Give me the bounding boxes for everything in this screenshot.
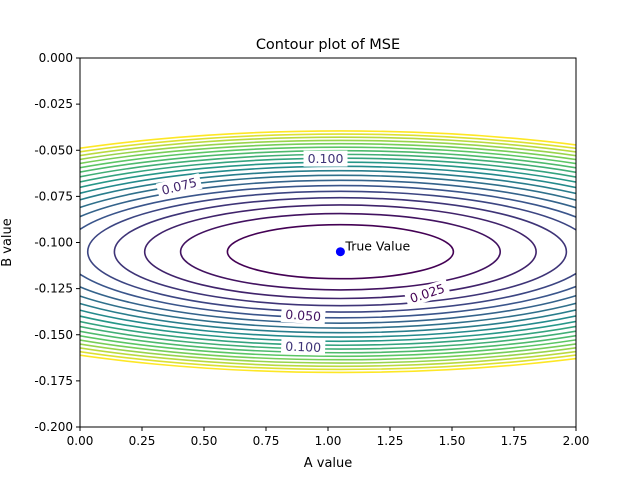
x-axis: 0.00 0.25 0.50 0.75 1.00 1.25 1.50 1.75 2.00 (67, 427, 590, 448)
x-tick-label: 2.00 (563, 434, 590, 448)
y-tick-label: -0.150 (34, 328, 73, 342)
contour-line (80, 184, 576, 319)
x-axis-label: A value (304, 456, 353, 471)
chart-title: Contour plot of MSE (256, 37, 400, 53)
y-tick-label: -0.200 (34, 420, 73, 434)
contour-line (80, 142, 576, 361)
y-tick-label: -0.100 (34, 236, 73, 250)
y-tick-label: -0.175 (34, 374, 73, 388)
contour-line (226, 223, 455, 280)
true-value-marker: True Value (335, 239, 411, 257)
contour-label-background (403, 278, 451, 308)
x-tick-label: 0.25 (129, 434, 156, 448)
contour-line (80, 139, 576, 364)
x-tick-label: 0.00 (67, 434, 94, 448)
y-tick-label: 0.000 (39, 51, 73, 65)
x-tick-label: 1.50 (439, 434, 466, 448)
contour-label: 0.050 (285, 307, 322, 324)
contour-label-background (280, 337, 326, 356)
y-tick-label: -0.050 (34, 143, 73, 157)
contour-line (179, 212, 502, 291)
contour-line (143, 204, 537, 300)
contour-line (80, 133, 576, 371)
contour-label-background (155, 173, 203, 200)
y-tick-label: -0.075 (34, 189, 73, 203)
contour-line (113, 196, 568, 307)
contour-label: 0.100 (308, 151, 344, 166)
contour-line (80, 169, 576, 334)
true-value-point (335, 247, 345, 257)
x-tick-label: 0.50 (191, 434, 218, 448)
contour-line (80, 136, 576, 368)
contour-line (80, 174, 576, 329)
x-tick-label: 1.00 (315, 434, 342, 448)
contour-line (80, 179, 576, 324)
contour-label-background (280, 305, 326, 325)
x-tick-label: 1.75 (501, 434, 528, 448)
y-axis: 0.000 -0.025 -0.050 -0.075 -0.100 -0.125 -0.15… (34, 51, 80, 434)
contour-label: 0.100 (285, 339, 321, 355)
y-tick-label: -0.125 (34, 282, 73, 296)
y-axis-label: B value (0, 218, 15, 267)
contour-line (80, 130, 576, 374)
contour-label-background (303, 150, 348, 167)
y-tick-label: -0.025 (34, 97, 73, 111)
contour-line (80, 146, 576, 358)
true-value-label: True Value (344, 239, 410, 254)
x-tick-label: 1.25 (377, 434, 404, 448)
x-tick-label: 0.75 (253, 434, 280, 448)
contour-line (87, 190, 576, 313)
